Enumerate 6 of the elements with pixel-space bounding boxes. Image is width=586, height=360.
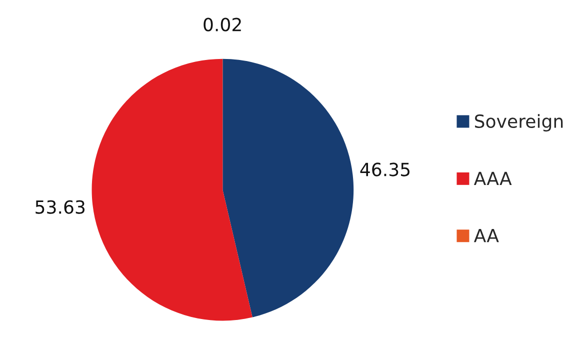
data-label: 0.02	[204, 18, 241, 32]
data-label: 53.63	[36, 200, 85, 214]
legend-label: AA	[474, 229, 499, 242]
legend-label: AAA	[474, 172, 512, 185]
legend-label: Sovereign	[474, 114, 563, 132]
data-label: 46.35	[360, 162, 410, 176]
